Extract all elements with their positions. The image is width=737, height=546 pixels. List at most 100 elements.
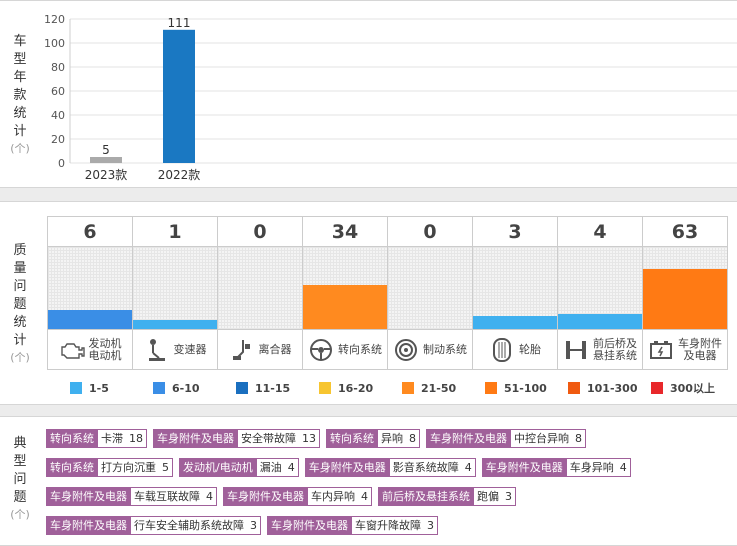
quality-category[interactable]: 离合器 [218, 330, 302, 369]
legend-swatch [568, 382, 580, 394]
legend-label: 300以上 [670, 382, 715, 395]
quality-category[interactable]: 转向系统 [303, 330, 387, 369]
tag-row: 车身附件及电器 行车安全辅助系统故障 3 车身附件及电器 车窗升降故障 3 [46, 516, 726, 535]
axle-icon [563, 337, 589, 363]
legend-item: 101-300 [568, 380, 651, 396]
legend-item: 6-10 [153, 380, 236, 396]
problem-category: 车身附件及电器 [153, 429, 238, 448]
quality-grid: 6 发动机 电动机 1 变速器 0 离合器 34 转向系统 0 制动系统 3 轮胎 4 前后桥及 悬挂系统 63… [47, 216, 728, 370]
engine-icon [59, 337, 85, 363]
quality-column: 63 车身附件 及电器 [643, 217, 727, 369]
quality-bar-area [218, 247, 302, 330]
legend-label: 101-300 [587, 381, 638, 395]
problem-tag[interactable]: 转向系统 异响 8 [326, 429, 420, 448]
problem-category: 转向系统 [326, 429, 378, 448]
problem-issue: 车载互联故障 [131, 487, 203, 506]
problem-tag[interactable]: 车身附件及电器 车身异响 4 [481, 458, 631, 477]
problem-category: 转向系统 [46, 429, 98, 448]
year-stats-unit: (个) [10, 142, 30, 155]
quality-count: 0 [388, 217, 472, 247]
problem-count: 4 [461, 458, 476, 477]
quality-category[interactable]: 车身附件 及电器 [643, 330, 727, 369]
quality-category-label: 轮胎 [519, 342, 541, 356]
quality-bar-area [303, 247, 387, 330]
legend-item: 51-100 [485, 380, 568, 396]
quality-count: 6 [48, 217, 132, 247]
quality-stats-title: 质量问题统计 [13, 243, 27, 348]
problem-tag[interactable]: 转向系统 卡滞 18 [46, 429, 147, 448]
problem-count: 3 [424, 516, 438, 535]
problem-tag[interactable]: 车身附件及电器 影音系统故障 4 [304, 458, 476, 477]
quality-category[interactable]: 轮胎 [473, 330, 557, 369]
problem-issue: 中控台异响 [511, 429, 572, 448]
problem-category: 转向系统 [46, 458, 98, 477]
quality-count: 34 [303, 217, 387, 247]
color-legend: 1-5 6-10 11-15 16-20 21-50 51-100 101-300 300以上 [70, 380, 734, 396]
problem-tag[interactable]: 发动机/电动机 漏油 4 [179, 458, 299, 477]
problem-tag[interactable]: 车身附件及电器 行车安全辅助系统故障 3 [46, 516, 261, 535]
y-tick-label: 20 [51, 133, 65, 146]
problem-category: 车身附件及电器 [46, 516, 131, 535]
problem-category: 车身附件及电器 [481, 458, 567, 477]
bar-value-label: 111 [168, 16, 191, 30]
quality-category-label: 制动系统 [423, 342, 467, 356]
quality-stats-unit: (个) [10, 351, 30, 364]
steering-wheel-icon [308, 337, 334, 363]
problem-issue: 跑偏 [474, 487, 502, 506]
problem-tag[interactable]: 车身附件及电器 安全带故障 13 [153, 429, 320, 448]
problem-tag[interactable]: 车身附件及电器 中控台异响 8 [426, 429, 586, 448]
problem-tag[interactable]: 车身附件及电器 车载互联故障 4 [46, 487, 217, 506]
problem-issue: 安全带故障 [238, 429, 299, 448]
bar [163, 29, 195, 163]
quality-count: 63 [643, 217, 727, 247]
quality-bar-area [133, 247, 217, 330]
problem-count: 3 [247, 516, 261, 535]
quality-category[interactable]: 前后桥及 悬挂系统 [558, 330, 642, 369]
problem-tag[interactable]: 前后桥及悬挂系统 跑偏 3 [378, 487, 516, 506]
y-tick-label: 120 [44, 13, 65, 26]
quality-column: 34 转向系统 [303, 217, 388, 369]
quality-count: 3 [473, 217, 557, 247]
year-stats-label: 车型年款统计 (个) [10, 33, 30, 157]
problem-category: 车身附件及电器 [304, 458, 390, 477]
quality-bar-area [643, 247, 727, 330]
quality-category[interactable]: 发动机 电动机 [48, 330, 132, 369]
problem-count: 4 [616, 458, 631, 477]
y-tick-label: 0 [58, 157, 65, 170]
quality-category-label: 发动机 电动机 [88, 336, 122, 362]
problem-tag[interactable]: 转向系统 打方向沉重 5 [46, 458, 173, 477]
legend-item: 16-20 [319, 380, 402, 396]
quality-category-label: 离合器 [258, 342, 292, 356]
quality-bar-area [388, 247, 472, 330]
legend-label: 16-20 [338, 381, 374, 395]
quality-bar [303, 285, 387, 329]
legend-label: 11-15 [255, 381, 291, 395]
problem-category: 车身附件及电器 [223, 487, 308, 506]
tag-row: 转向系统 卡滞 18 车身附件及电器 安全带故障 13 转向系统 异响 8 车身附件及电器 中控台异… [46, 429, 726, 448]
problem-tag[interactable]: 车身附件及电器 车内异响 4 [223, 487, 372, 506]
quality-count: 4 [558, 217, 642, 247]
problem-issue: 打方向沉重 [98, 458, 159, 477]
problem-category: 车身附件及电器 [426, 429, 511, 448]
y-tick-label: 100 [44, 37, 65, 50]
quality-stats-panel: 质量问题统计 (个) 6 发动机 电动机 1 变速器 0 离合器 34 转向系统 0 制动系统 3 轮胎… [0, 201, 737, 405]
legend-label: 6-10 [172, 381, 200, 395]
problem-category: 前后桥及悬挂系统 [378, 487, 474, 506]
legend-swatch [70, 382, 82, 394]
quality-category[interactable]: 制动系统 [388, 330, 472, 369]
problem-tag[interactable]: 车身附件及电器 车窗升降故障 3 [267, 516, 438, 535]
x-tick-label: 2023款 [85, 168, 128, 182]
legend-swatch [153, 382, 165, 394]
quality-count: 1 [133, 217, 217, 247]
year-stats-title: 车型年款统计 [13, 34, 27, 139]
gear-shifter-icon [144, 337, 170, 363]
legend-swatch [651, 382, 663, 394]
quality-category-label: 变速器 [173, 342, 207, 356]
quality-bar [133, 320, 217, 329]
quality-column: 6 发动机 电动机 [48, 217, 133, 369]
quality-category[interactable]: 变速器 [133, 330, 217, 369]
tag-row: 转向系统 打方向沉重 5 发动机/电动机 漏油 4 车身附件及电器 影音系统故障 4 车身附件及电… [46, 458, 726, 477]
y-tick-label: 80 [51, 61, 65, 74]
tire-icon [489, 337, 515, 363]
battery-icon [648, 337, 674, 363]
